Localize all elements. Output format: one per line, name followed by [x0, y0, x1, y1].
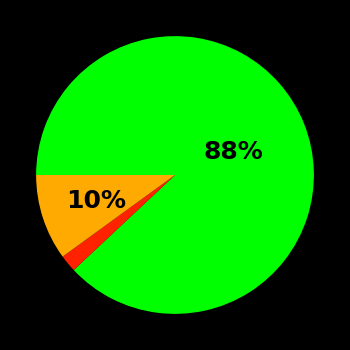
Text: 88%: 88% — [203, 140, 263, 164]
Text: 10%: 10% — [66, 189, 126, 213]
Wedge shape — [36, 36, 314, 314]
Wedge shape — [63, 175, 175, 270]
Wedge shape — [36, 175, 175, 257]
